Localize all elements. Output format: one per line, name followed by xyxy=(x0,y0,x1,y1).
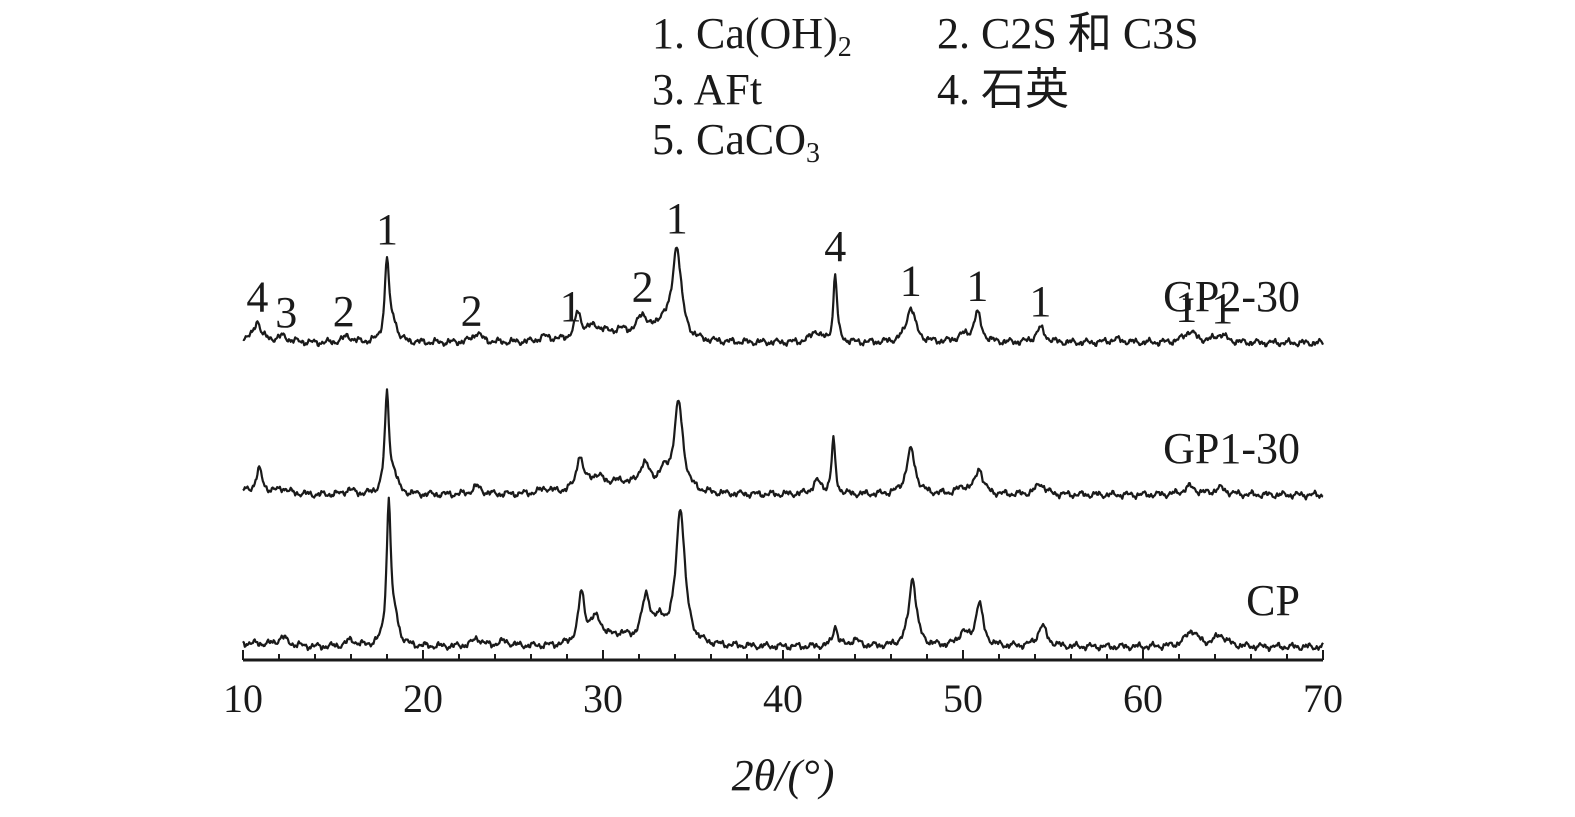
legend-entry-caoh2: 1. Ca(OH)2 xyxy=(652,9,852,63)
legend-entry-c2s-c3s: 2. C2S 和 C3S xyxy=(937,9,1199,58)
peak-label: 2 xyxy=(461,287,483,336)
series-line-cp xyxy=(242,496,1324,653)
legend-entry-aft: 3. AFt xyxy=(652,65,763,114)
series-cp: CP xyxy=(242,496,1324,653)
peak-label: 1 xyxy=(376,205,398,254)
peak-label: 1 xyxy=(966,261,988,310)
x-tick-label: 20 xyxy=(403,676,443,721)
x-tick-label: 40 xyxy=(763,676,803,721)
peak-label: 2 xyxy=(333,287,355,336)
series-gp1-30: GP1-30 xyxy=(242,388,1324,501)
peak-label: 1 xyxy=(900,256,922,305)
series-label-gp1-30: GP1-30 xyxy=(1163,424,1300,473)
peak-label: 2 xyxy=(632,263,654,312)
x-axis: 10 20 30 40 50 60 70 xyxy=(223,650,1343,721)
x-tick-label: 50 xyxy=(943,676,983,721)
series-line-gp1-30 xyxy=(242,388,1324,501)
legend-entry-quartz: 4. 石英 xyxy=(937,65,1069,114)
x-tick-label: 70 xyxy=(1303,676,1343,721)
peak-label: 1 xyxy=(1029,277,1051,326)
x-tick-label: 10 xyxy=(223,676,263,721)
series-label-gp2-30: GP2-30 xyxy=(1163,272,1300,321)
x-tick-label: 60 xyxy=(1123,676,1163,721)
peak-label: 4 xyxy=(824,222,846,271)
peak-label: 1 xyxy=(560,282,582,331)
series-line-gp2-30 xyxy=(242,246,1324,348)
x-tick-label: 30 xyxy=(583,676,623,721)
series-label-cp: CP xyxy=(1246,576,1300,625)
peak-label: 1 xyxy=(666,194,688,243)
x-axis-title: 2θ/(°) xyxy=(732,751,835,800)
peak-label: 1 xyxy=(1211,284,1233,333)
legend-entry-caco3: 5. CaCO3 xyxy=(652,115,820,169)
peak-label: 4 xyxy=(246,272,268,321)
peak-label: 1 xyxy=(1175,283,1197,332)
peak-label: 3 xyxy=(275,288,297,337)
